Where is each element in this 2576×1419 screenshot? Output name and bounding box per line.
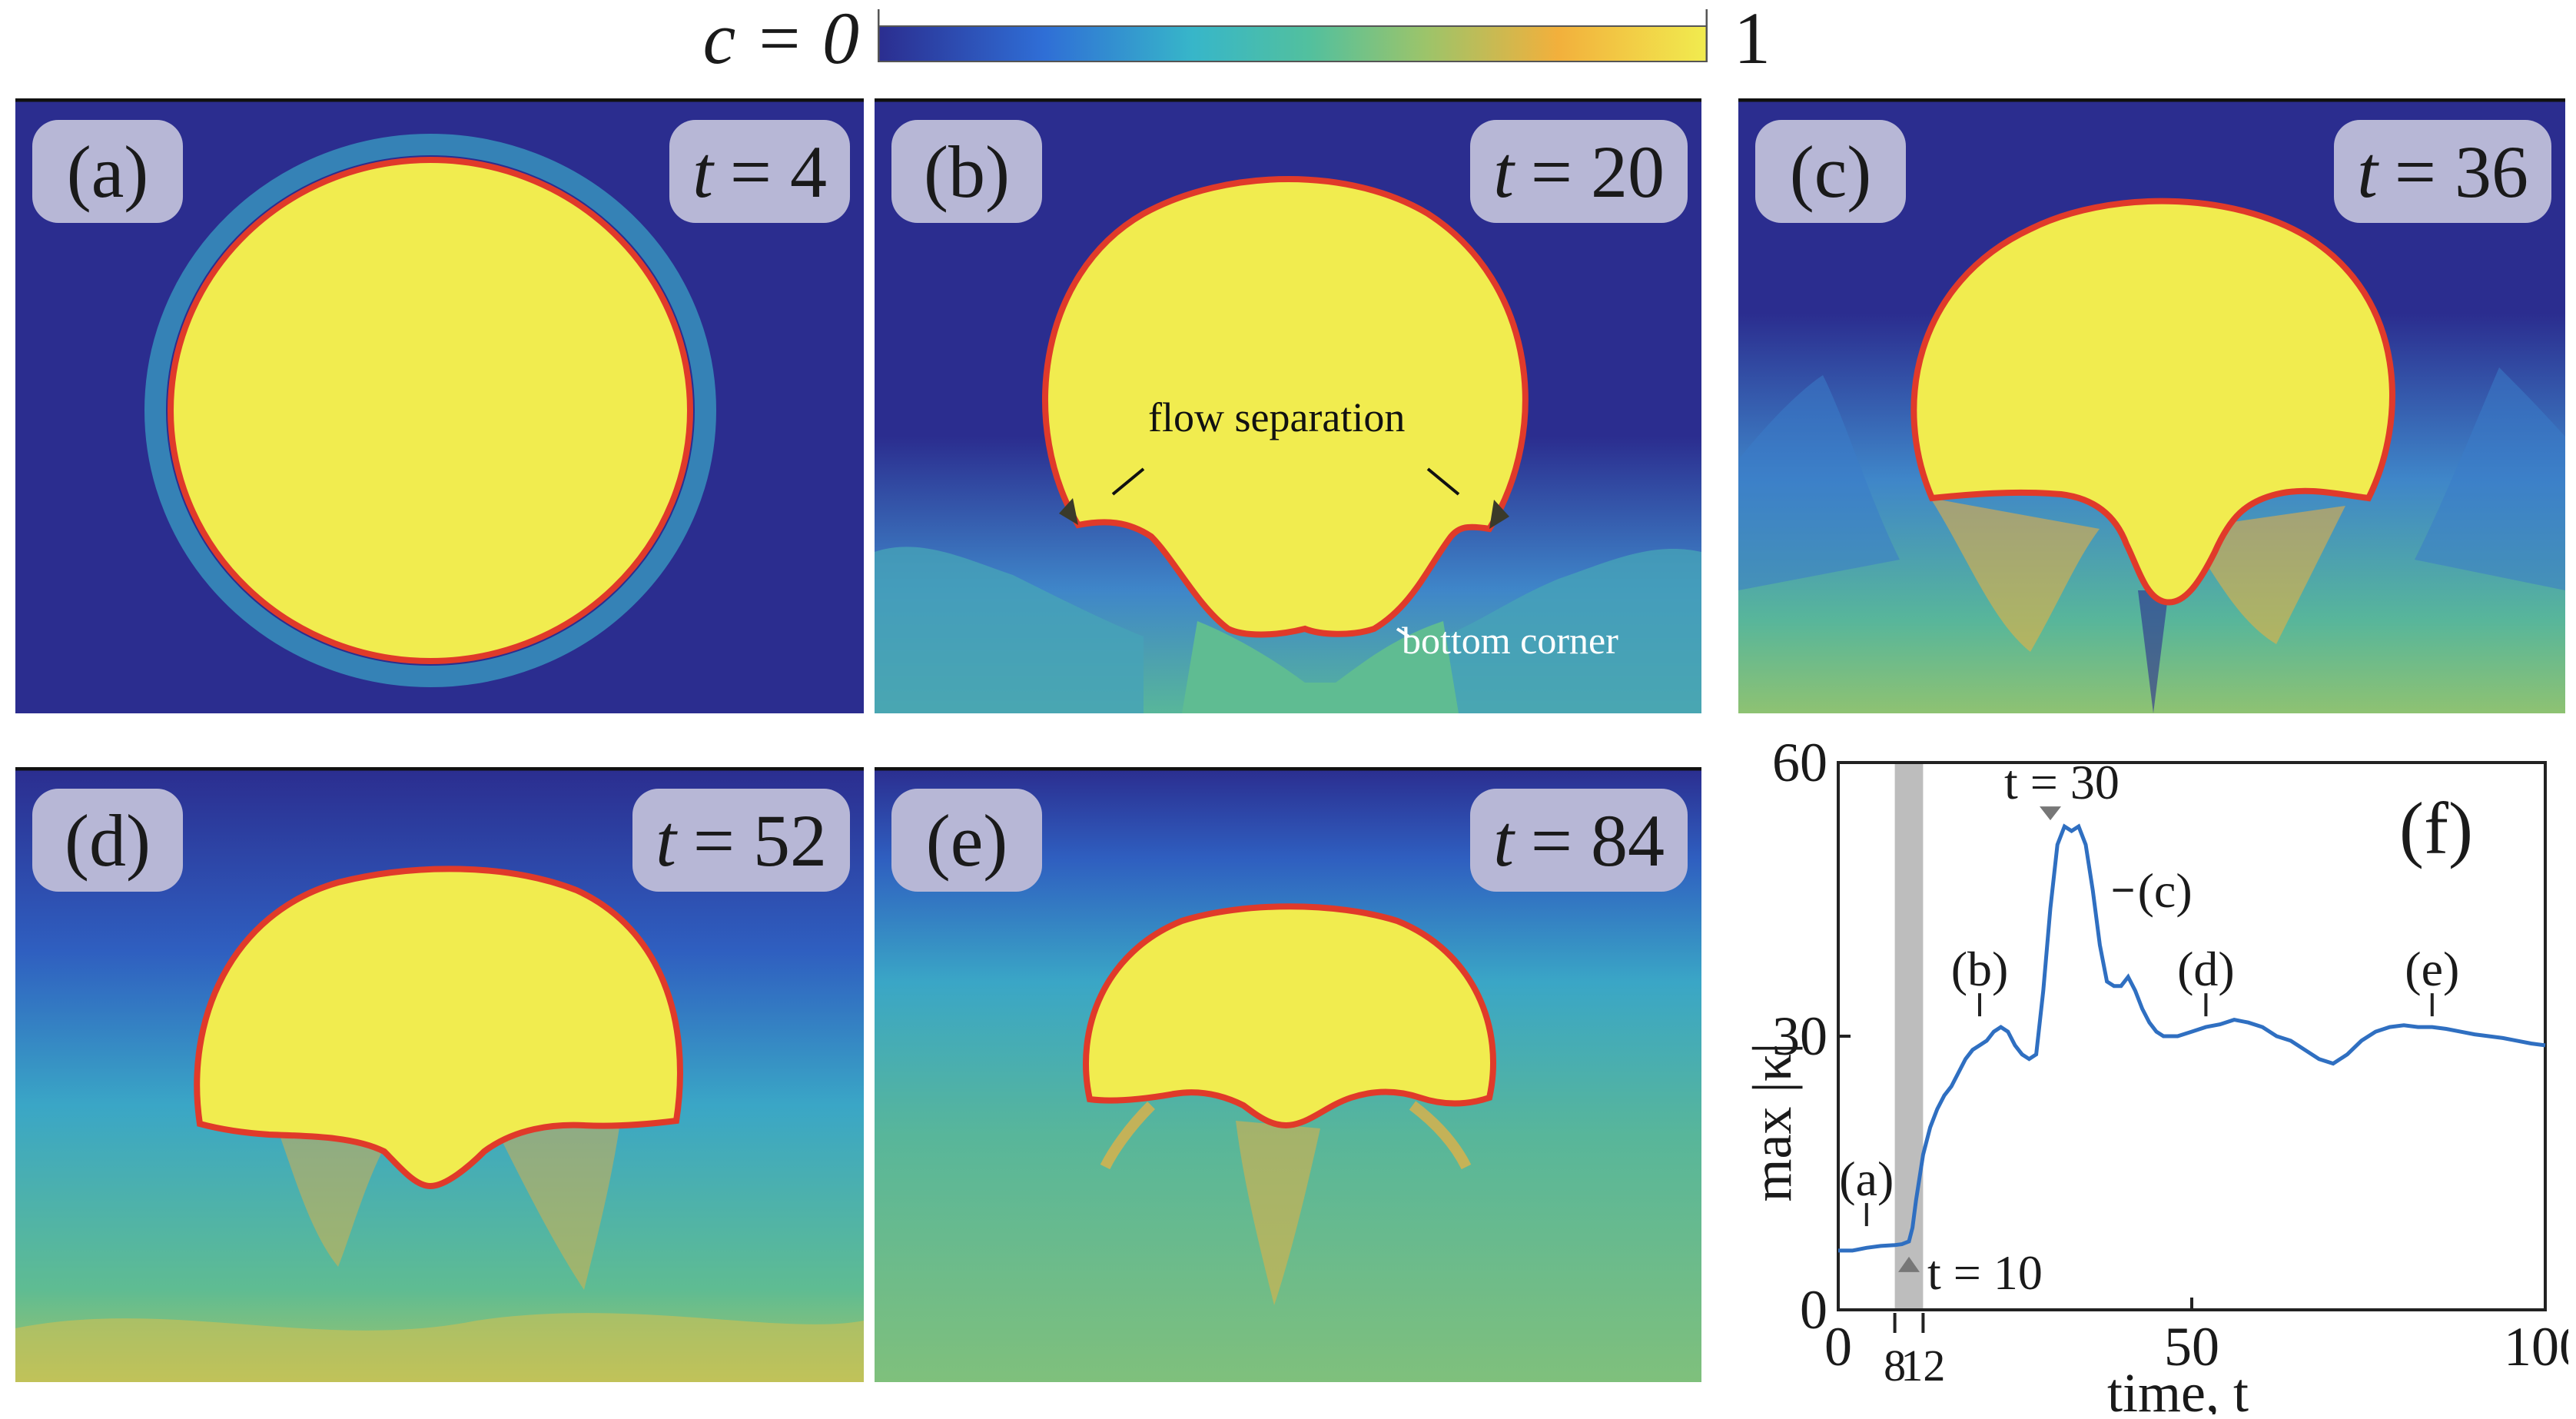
- peak-marker: [2040, 806, 2061, 821]
- series-line: [1838, 823, 2546, 1253]
- panel-c-label: (c): [1755, 120, 1906, 223]
- onset-label: t = 10: [1927, 1245, 2043, 1300]
- annotation-label: (d): [2177, 942, 2235, 996]
- panel-b-time: t = 20: [1470, 120, 1688, 223]
- x-axis-label: time, t: [2107, 1362, 2249, 1414]
- y-axis-label: max |κ|: [1741, 1042, 1803, 1201]
- panel-e: (e) t = 84: [875, 767, 1701, 1382]
- panel-a: (a) t = 4: [15, 98, 864, 713]
- panel-e-label: (e): [891, 789, 1042, 892]
- x-tick-label: 0: [1824, 1316, 1852, 1377]
- drop-d: [194, 866, 683, 1190]
- drop-c: [1910, 198, 2395, 606]
- panel-b-label: (b): [891, 120, 1042, 223]
- annotation-label: (c): [2138, 863, 2193, 918]
- drop-a: [168, 157, 693, 664]
- colorbar-min-label: c = 0: [690, 0, 859, 81]
- y-tick-label: 30: [1772, 1005, 1827, 1067]
- annotation-label: (b): [1951, 942, 2009, 996]
- peak-label: t = 30: [2004, 755, 2120, 809]
- shaded-interval: [1894, 763, 1924, 1310]
- annotation-label: (e): [2405, 942, 2459, 996]
- panel-e-time: t = 84: [1470, 789, 1688, 892]
- y-tick-label: 60: [1772, 738, 1827, 793]
- panel-a-label: (a): [32, 120, 183, 223]
- panel-d-label: (d): [32, 789, 183, 892]
- annotation-label: (a): [1839, 1151, 1894, 1206]
- curvature-chart: 0 50 100 812 0 30 60 (a) (b) (c) (d) (e) t = 30 t = …: [1741, 738, 2568, 1414]
- panel-b: (b) t = 20 flow separation bottom corner: [875, 98, 1701, 713]
- colorbar-max-label: 1: [1734, 0, 1771, 79]
- x-tick-label: 50: [2164, 1316, 2219, 1377]
- y-tick-label: 0: [1800, 1279, 1827, 1341]
- chart-panel-label: (f): [2399, 787, 2473, 869]
- x-minor-tick-label: 12: [1900, 1341, 1945, 1391]
- bottom-corner-label: bottom corner: [1402, 619, 1618, 662]
- x-tick-label: 100: [2504, 1316, 2568, 1377]
- panel-c-time: t = 36: [2334, 120, 2551, 223]
- panel-a-time: t = 4: [669, 120, 850, 223]
- colorbar: [878, 9, 1708, 62]
- onset-marker: [1898, 1256, 1920, 1272]
- panel-d: (d) t = 52: [15, 767, 864, 1382]
- panel-c: (c) t = 36: [1738, 98, 2565, 713]
- drop-b: [1042, 176, 1529, 638]
- x-minor-tick-label: 8: [1884, 1341, 1906, 1391]
- colorbar-min-text: c = 0: [702, 0, 859, 79]
- panel-d-time: t = 52: [632, 789, 850, 892]
- flow-separation-label: flow separation: [1148, 394, 1406, 440]
- drop-e: [1083, 903, 1496, 1128]
